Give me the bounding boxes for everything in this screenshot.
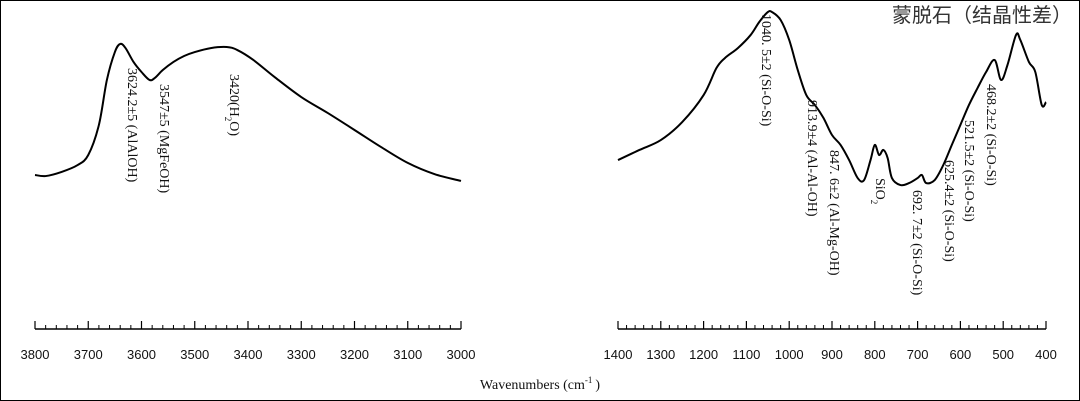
x-tick-label: 1300 <box>646 347 675 362</box>
annotation-text: 847. 6±2 (Al-Mg-OH) <box>826 150 841 276</box>
x-tick-label: 1000 <box>775 347 804 362</box>
annotation-sub: 2 <box>223 117 233 122</box>
annotation-text: 3547±5 (MgFeOH) <box>156 84 171 194</box>
peak-annotation: 913.9±4 (Al-Al-OH) <box>804 100 819 217</box>
x-tick-label: 1400 <box>604 347 633 362</box>
annotation-text: 3624.2±5 (AlAlOH) <box>124 68 139 183</box>
peak-annotation: 847. 6±2 (Al-Mg-OH) <box>826 150 841 276</box>
x-axis-label: Wavenumbers (cm-1) <box>480 375 601 393</box>
annotation-text: 468.2±2 (Si-O-Si) <box>983 84 998 186</box>
annotation-text: 913.9±4 (Al-Al-OH) <box>804 100 819 217</box>
x-tick-label: 3000 <box>447 347 476 362</box>
x-tick-label: 3100 <box>393 347 422 362</box>
spectrum-line <box>34 42 462 182</box>
annotation-text: SiO <box>872 178 887 200</box>
annotation-text: 3420(H <box>226 74 241 117</box>
peak-annotation: 692. 7±2 (Si-O-Si) <box>909 190 924 296</box>
x-tick-label: 3500 <box>180 347 209 362</box>
x-tick-label: 1200 <box>689 347 718 362</box>
x-tick-label: 700 <box>907 347 929 362</box>
x-tick-label: 3600 <box>127 347 156 362</box>
annotation-text: 692. 7±2 (Si-O-Si) <box>909 190 924 296</box>
spectrum-line <box>617 9 1047 187</box>
x-tick-label: 3700 <box>74 347 103 362</box>
chart-title: 蒙脱石（结晶性差） <box>892 3 1072 27</box>
x-axis-label-sup: -1 <box>585 375 593 385</box>
annotation-text: 521.5±2 (Si-O-Si) <box>961 120 976 222</box>
annotation-end: O) <box>226 121 241 136</box>
x-tick-label: 1100 <box>732 347 760 362</box>
peak-annotation: 3420(H2O) <box>223 74 241 136</box>
peak-annotation: 3547±5 (MgFeOH) <box>156 84 171 194</box>
x-axis-label-end: ) <box>595 378 600 393</box>
x-tick-label: 600 <box>950 347 972 362</box>
annotation-text: 625.4±2 (Si-O-Si) <box>941 160 956 262</box>
x-tick-label: 3400 <box>234 347 263 362</box>
x-tick-label: 800 <box>864 347 886 362</box>
x-tick-label: 3200 <box>340 347 369 362</box>
peak-annotation: 625.4±2 (Si-O-Si) <box>941 160 956 262</box>
x-tick-label: 500 <box>992 347 1014 362</box>
x-axis-label-text: Wavenumbers (cm <box>480 378 585 393</box>
x-tick-label: 900 <box>821 347 843 362</box>
peak-annotation: 521.5±2 (Si-O-Si) <box>961 120 976 222</box>
annotation-text: 1040. 5±2 (Si-O-Si) <box>758 14 773 127</box>
peak-annotation: 468.2±2 (Si-O-Si) <box>983 84 998 186</box>
x-tick-label: 400 <box>1035 347 1057 362</box>
peak-annotation: 1040. 5±2 (Si-O-Si) <box>758 14 773 127</box>
peak-annotation: SiO2 <box>869 178 887 204</box>
peak-annotation: 3624.2±5 (AlAlOH) <box>124 68 139 183</box>
annotation-sub: 2 <box>869 200 879 205</box>
x-tick-label: 3800 <box>21 347 50 362</box>
x-tick-label: 3300 <box>287 347 316 362</box>
